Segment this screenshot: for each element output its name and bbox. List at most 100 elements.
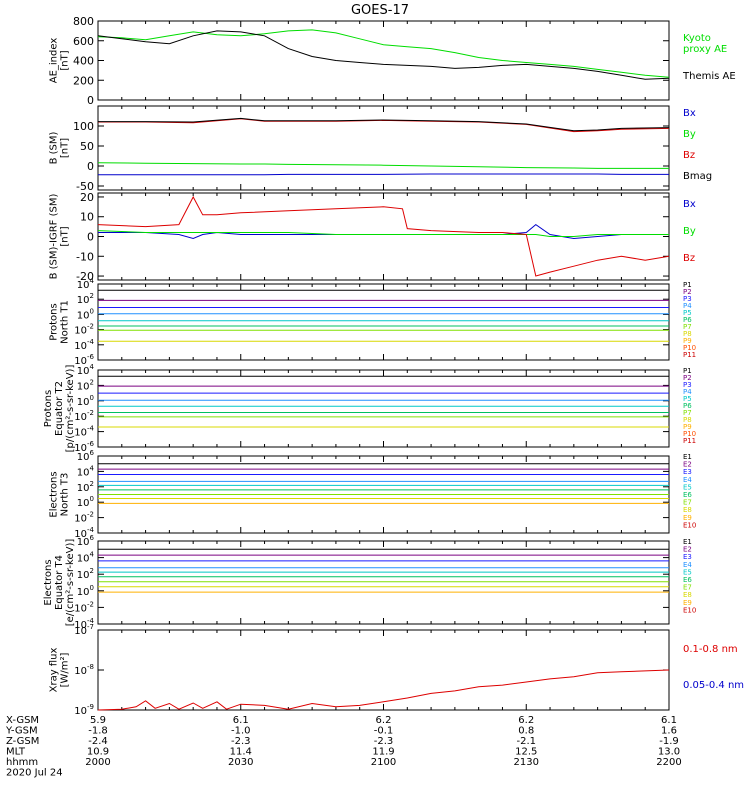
legend-label: proxy AE [683, 44, 727, 55]
y-tick-label: 10-2 [74, 409, 94, 423]
x-axis-value: 6.2 [518, 715, 534, 726]
x-axis-row-label: Z-GSM [6, 736, 39, 747]
y-axis-label: Protons [49, 303, 60, 340]
x-axis-row-label: X-GSM [6, 715, 39, 726]
legend-label: E5 [683, 483, 692, 491]
legend-label: E7 [683, 499, 692, 507]
x-axis-value: 12.5 [515, 747, 537, 758]
legend-label: E5 [683, 568, 692, 576]
x-axis-value: 2200 [656, 757, 681, 768]
series-line-kyoto-proxy-ae [97, 29, 670, 78]
legend-label: E3 [683, 468, 692, 476]
legend-label: P7 [683, 323, 692, 331]
y-tick-label: 100 [77, 584, 94, 598]
chart-title: GOES-17 [351, 3, 409, 18]
panel-bsm: -50 0 50 100 B (SM) [nT] Bx By Bz Bmag [49, 105, 712, 193]
y-tick-label: 10-4 [74, 425, 94, 439]
y-tick-label: 106 [77, 534, 95, 548]
y-tick-label: 0 [87, 231, 94, 244]
legend-label: Bz [683, 253, 695, 264]
y-tick-label: -50 [76, 180, 94, 193]
x-axis-value: 1.6 [661, 726, 677, 737]
legend-label: E1 [683, 538, 692, 546]
series-line-bmag [98, 117, 670, 132]
y-axis-label: [nT] [60, 226, 71, 246]
panel-frame [97, 283, 670, 361]
legend-label: E9 [683, 599, 692, 607]
y-axis-label: Electrons [43, 559, 54, 605]
y-axis-label: [W/m²] [60, 652, 71, 687]
y-tick-label: 104 [77, 363, 95, 377]
legend-label: P9 [683, 337, 692, 345]
y-axis-label: North T3 [60, 473, 71, 517]
panel-frame [97, 192, 670, 281]
x-axis-value: -2.3 [374, 736, 394, 747]
y-axis-label: AE_index [49, 38, 60, 84]
legend-label: P7 [683, 409, 692, 417]
y-axis-label: Equator T4 [54, 555, 65, 610]
y-tick-label: 104 [77, 277, 95, 291]
y-tick-label: -10 [76, 250, 94, 263]
legend-label: 0.1-0.8 nm [683, 644, 738, 655]
y-tick-label: 10 [80, 211, 94, 224]
legend-label: By [683, 226, 696, 237]
legend-label: P6 [683, 402, 692, 410]
legend-label: P4 [683, 388, 692, 396]
y-axis-label: North T1 [60, 300, 71, 344]
x-axis-row-label: hhmm [6, 757, 38, 768]
legend-label: E3 [683, 553, 692, 561]
y-axis-label: [p/(cm²-s-sr-keV)] [65, 365, 76, 453]
legend-label: Bx [683, 199, 696, 210]
x-axis-value: 13.0 [658, 747, 680, 758]
legend-label: 0.05-0.4 nm [683, 680, 744, 691]
legend-label: E6 [683, 491, 692, 499]
x-axis-row-label: Y-GSM [5, 726, 38, 737]
y-axis-label: [nT] [60, 50, 71, 70]
legend-label: P8 [683, 416, 692, 424]
panel-frame [97, 105, 670, 191]
legend-label: E6 [683, 576, 692, 584]
y-tick-label: 100 [73, 120, 94, 133]
legend-label: Bmag [683, 171, 712, 182]
y-tick-label: 104 [77, 464, 95, 478]
legend-label: E10 [683, 606, 696, 614]
y-tick-label: 400 [73, 55, 94, 68]
y-tick-label: 10-2 [74, 323, 94, 337]
x-axis-value: 2130 [514, 757, 539, 768]
panel-frame [97, 629, 670, 711]
legend-label: P1 [683, 281, 692, 289]
legend-label: P11 [683, 437, 696, 445]
y-tick-label: 10-2 [74, 511, 94, 525]
y-tick-label: 0 [87, 94, 94, 107]
y-tick-label: 10-7 [74, 623, 94, 637]
x-axis-value: -0.1 [374, 726, 394, 737]
x-axis-value: 0.8 [518, 726, 534, 737]
legend-label: P1 [683, 367, 692, 375]
series-line-by [97, 230, 669, 237]
y-tick-label: 100 [77, 495, 94, 509]
legend-label: P5 [683, 395, 692, 403]
legend-label: Bz [683, 150, 695, 161]
x-axis-value: 2030 [228, 757, 253, 768]
x-axis-value: 6.1 [661, 715, 677, 726]
series-line-by [97, 162, 669, 169]
y-tick-label: 102 [77, 378, 94, 392]
legend-label: P5 [683, 309, 692, 317]
x-axis-value: 11.4 [230, 747, 252, 758]
y-tick-label: 100 [77, 307, 94, 321]
y-tick-label: 102 [77, 567, 94, 581]
x-axis-value: 10.9 [87, 747, 109, 758]
y-tick-label: 10-4 [74, 338, 94, 352]
series-line-bx [98, 173, 669, 176]
legend-label: P10 [683, 430, 696, 438]
y-axis-label: Electrons [49, 471, 60, 517]
x-axis-value: -1.9 [659, 736, 679, 747]
x-axis-value: -2.1 [516, 736, 536, 747]
legend-label: E10 [683, 521, 696, 529]
y-tick-label: 10-2 [74, 600, 94, 614]
